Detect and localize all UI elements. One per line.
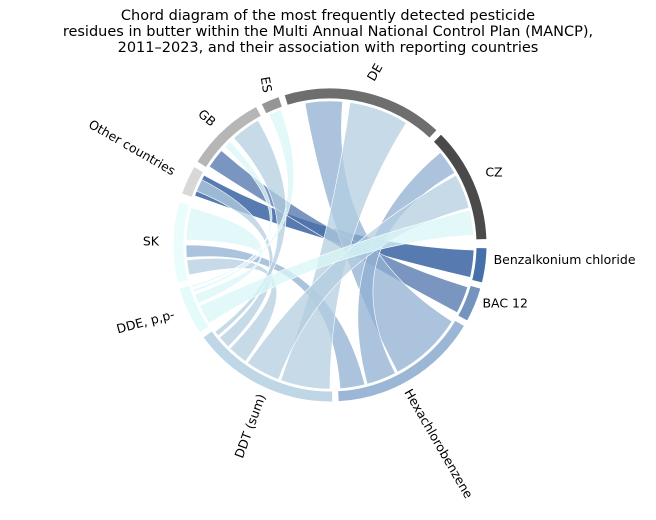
segment-sk bbox=[172, 201, 191, 284]
segment-label-dde-p-p: DDE, p,p- bbox=[115, 307, 176, 337]
segments-layer bbox=[172, 87, 488, 403]
segment-label-ddt-sum: DDT (sum) bbox=[231, 392, 268, 460]
ribbon-dde-p-p-to-gb bbox=[191, 140, 273, 288]
chart-title: Chord diagram of the most frequently det… bbox=[0, 8, 656, 56]
segment-label-hexachlorobenzene: Hexachlorobenzene bbox=[401, 386, 476, 501]
segment-gb bbox=[196, 105, 263, 169]
segment-label-de: DE bbox=[364, 61, 386, 84]
ribbon-dde-p-p-to-sk bbox=[185, 207, 263, 304]
ribbon-dde-p-p-to-cz bbox=[199, 209, 474, 324]
chart-title-line: Chord diagram of the most frequently det… bbox=[120, 8, 536, 24]
segment-label-other-countries: Other countries bbox=[86, 116, 178, 178]
chart-title-line: 2011–2023, and their association with re… bbox=[117, 40, 539, 56]
segment-other-countries bbox=[180, 165, 205, 199]
segment-benzalkonium-chloride bbox=[471, 247, 488, 284]
segment-label-sk: SK bbox=[143, 234, 160, 249]
segment-es bbox=[260, 95, 284, 115]
segment-label-benzalkonium-chloride: Benzalkonium chloride bbox=[494, 252, 636, 267]
segment-dde-p-p bbox=[178, 284, 210, 334]
segment-label-bac-12: BAC 12 bbox=[482, 296, 528, 311]
chart-title-line: residues in butter within the Multi Annu… bbox=[62, 24, 594, 40]
ribbon-hexachlorobenzene-to-cz bbox=[357, 152, 456, 385]
segment-label-gb: GB bbox=[195, 106, 219, 129]
segment-hexachlorobenzene bbox=[337, 319, 466, 403]
segment-bac-12 bbox=[457, 284, 482, 322]
ribbons-layer bbox=[185, 100, 475, 390]
ribbon-dde-p-p-to-es bbox=[192, 109, 294, 293]
segment-label-cz: CZ bbox=[485, 165, 502, 180]
segment-cz bbox=[432, 133, 488, 241]
segment-label-es: ES bbox=[258, 75, 276, 93]
segment-ddt-sum bbox=[202, 330, 334, 403]
segment-de bbox=[283, 87, 438, 139]
ribbon-ddt-sum-to-gb bbox=[214, 119, 287, 337]
